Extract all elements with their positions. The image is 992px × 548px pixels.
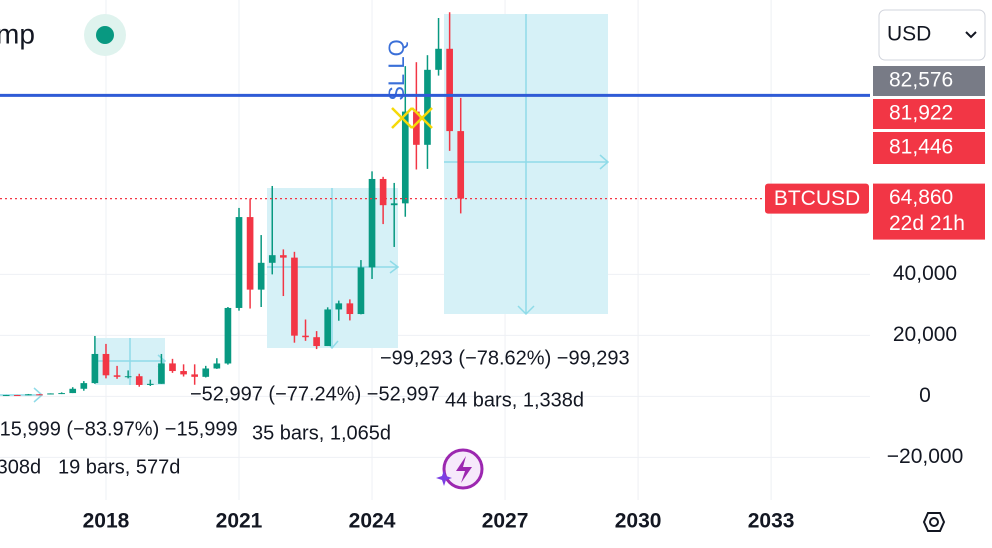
candle-body xyxy=(169,363,176,372)
dropdown-arrow xyxy=(965,31,977,39)
candle-body xyxy=(435,48,442,70)
price-tag xyxy=(873,99,985,129)
candle-body xyxy=(390,203,398,206)
candle-body xyxy=(91,353,99,384)
candle-body xyxy=(69,388,77,394)
candle-body xyxy=(2,395,10,397)
annotation: −99,293 (−78.62%) −99,293 xyxy=(380,347,630,369)
candle-body xyxy=(135,376,143,385)
last-price-label: 64,860 xyxy=(889,186,953,209)
candle-body xyxy=(401,111,409,204)
x-tick-label: 2027 xyxy=(482,510,529,533)
settings-icon[interactable] xyxy=(922,512,946,532)
measure-arrow xyxy=(444,14,610,316)
measure-boxes xyxy=(95,14,608,385)
candle-body xyxy=(457,131,465,199)
candle-body xyxy=(47,393,54,395)
candle-body xyxy=(180,371,187,375)
last-price: BTCUSD 64,860 22d 21h xyxy=(0,183,985,240)
drawing-label: SL LQ xyxy=(384,39,409,101)
candle-body xyxy=(124,376,132,378)
x-tick-label: 2018 xyxy=(83,510,130,533)
currency-select[interactable] xyxy=(878,9,986,61)
y-tick-label: 0 xyxy=(919,384,931,407)
annotation: 1,308d xyxy=(0,456,41,478)
exchange-name: Bitstamp xyxy=(0,18,35,49)
price-tag-label: 82,576 xyxy=(889,69,953,92)
candle-body xyxy=(36,394,43,396)
candle-body xyxy=(291,257,298,336)
candle-body xyxy=(379,178,387,206)
candle-body xyxy=(368,178,376,268)
annotation: −15,999 (−83.97%) −15,999 xyxy=(0,418,238,440)
candle-body xyxy=(146,383,154,385)
candle-body xyxy=(246,217,254,290)
last-price-tag xyxy=(873,183,985,240)
sparkle xyxy=(436,470,452,486)
annotation: 35 bars, 1,065d xyxy=(252,422,391,444)
y-tick-label: 40,000 xyxy=(893,262,957,285)
symbol-tag xyxy=(765,183,869,214)
candle-body xyxy=(224,307,232,364)
price-tag-label: 81,446 xyxy=(889,136,953,159)
candle-body xyxy=(158,363,165,384)
candle-body xyxy=(80,383,88,389)
price-tag xyxy=(873,132,985,164)
candle-body xyxy=(58,393,65,395)
price-tag-label: 81,922 xyxy=(889,102,953,125)
currency-label[interactable]: USD xyxy=(887,23,931,46)
candle-body xyxy=(413,111,420,145)
candle-body xyxy=(257,262,265,290)
price-tag xyxy=(873,66,985,96)
annotation: 19 bars, 577d xyxy=(58,456,180,478)
x-tick-label: 2030 xyxy=(615,510,662,533)
settings-core xyxy=(929,517,939,527)
measure-arrow xyxy=(267,188,400,350)
x-tick-label: 2021 xyxy=(216,510,263,533)
y-tick-label: −20,000 xyxy=(887,445,964,468)
candle-body xyxy=(280,255,287,258)
candle-body xyxy=(235,217,243,308)
countdown-label: 22d 21h xyxy=(889,212,965,235)
candle-body xyxy=(268,255,276,263)
cross-marker xyxy=(391,107,433,129)
candle-body xyxy=(25,394,32,396)
y-tick-label: 20,000 xyxy=(893,323,957,346)
candle-body xyxy=(191,374,198,377)
candle-body xyxy=(424,69,431,145)
bolt xyxy=(456,456,472,483)
symbol-label: BTCUSD xyxy=(774,187,860,210)
candle-body xyxy=(302,335,309,338)
x-tick-label: 2033 xyxy=(748,510,795,533)
candle-body xyxy=(313,337,320,347)
candle-body xyxy=(113,375,121,377)
candle-body xyxy=(213,363,221,369)
candle-body xyxy=(346,303,354,315)
candle-body xyxy=(324,309,332,347)
x-tick-label: 2024 xyxy=(349,510,396,533)
annotation: −52,997 (−77.24%) −52,997 xyxy=(190,383,440,405)
candle-body xyxy=(335,303,343,310)
candles xyxy=(2,12,465,397)
candle-body xyxy=(13,395,21,397)
candle-body xyxy=(446,48,453,132)
candle-body xyxy=(202,368,210,377)
status-dot xyxy=(96,26,114,44)
annotation: 44 bars, 1,338d xyxy=(445,389,584,411)
candle-body xyxy=(102,353,110,376)
candle-body xyxy=(357,267,365,315)
